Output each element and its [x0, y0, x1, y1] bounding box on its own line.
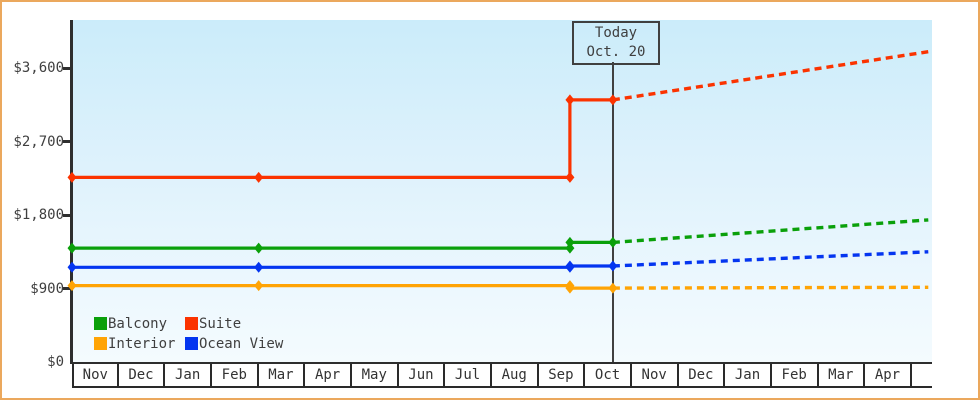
- data-point-marker: [608, 94, 618, 106]
- y-axis-tick-label: $3,600: [13, 60, 64, 76]
- y-axis-line: [70, 20, 73, 364]
- data-point-marker: [565, 282, 575, 294]
- x-axis-month-cell: Jun: [399, 364, 446, 386]
- series-history-line-interior: [72, 284, 613, 290]
- x-axis-month-cell: Jan: [165, 364, 212, 386]
- x-axis-month-row: Nov Dec Jan Feb Mar Apr May Jun Jul Aug Sep Oct Nov D…: [72, 362, 932, 388]
- data-point-marker: [565, 94, 575, 106]
- x-axis-month-cell: Apr: [305, 364, 352, 386]
- y-axis-tick-mark: [63, 66, 71, 70]
- data-point-marker: [254, 242, 264, 254]
- legend-swatch-icon: [185, 337, 198, 350]
- series-forecast-line-ocean-view: [612, 250, 929, 268]
- y-axis-tick-label: $900: [30, 280, 64, 297]
- legend-item-balcony: Balcony: [94, 314, 185, 333]
- series-forecast-line-balcony: [612, 218, 929, 245]
- chart-canvas: [67, 50, 929, 294]
- data-point-marker: [67, 171, 77, 183]
- legend-swatch-icon: [94, 317, 107, 330]
- legend-label: Suite: [199, 315, 242, 332]
- data-point-marker: [608, 236, 618, 248]
- y-axis-tick-mark: [63, 287, 71, 290]
- y-axis-tick-label: $2,700: [13, 133, 64, 150]
- x-axis-month-cell: Feb: [772, 364, 819, 386]
- x-axis-month-cell: Apr: [865, 364, 912, 386]
- series-forecast-line-interior: [612, 285, 929, 290]
- series-history-line-suite: [72, 98, 613, 179]
- data-point-marker: [608, 260, 618, 272]
- y-axis-tick-label: $0: [47, 354, 64, 370]
- data-point-marker: [565, 260, 575, 272]
- legend-swatch-icon: [94, 337, 107, 350]
- x-axis-month-cell: Jul: [445, 364, 492, 386]
- today-flag-line2: Oct. 20: [586, 44, 646, 60]
- data-point-marker: [67, 261, 77, 273]
- series-forecast-line-suite: [612, 50, 929, 102]
- x-axis-month-cell: Nov: [72, 364, 119, 386]
- data-point-marker: [67, 280, 77, 292]
- data-point-marker: [565, 171, 575, 183]
- legend-item-suite: Suite: [185, 314, 283, 333]
- x-axis-month-cell: Feb: [212, 364, 259, 386]
- data-point-marker: [608, 282, 618, 294]
- y-axis-tick-label: $1,800: [13, 207, 64, 223]
- data-point-marker: [565, 242, 575, 254]
- data-point-marker: [565, 236, 575, 248]
- legend-swatch-icon: [185, 317, 198, 330]
- x-axis-filler-cell: [912, 364, 930, 386]
- today-flag: Today Oct. 20: [572, 21, 660, 65]
- x-axis-month-cell: Sep: [539, 364, 586, 386]
- x-axis-month-cell: Mar: [819, 364, 866, 386]
- legend-label: Interior: [108, 335, 176, 352]
- legend-item-ocean-view: Ocean View: [185, 334, 283, 353]
- plot-area: [72, 20, 932, 362]
- today-flag-line1: Today: [594, 25, 638, 41]
- y-axis-tick-mark: [63, 140, 71, 143]
- x-axis-month-cell: Dec: [679, 364, 726, 386]
- today-vertical-line: [612, 62, 614, 362]
- data-point-marker: [254, 171, 264, 183]
- legend-item-interior: Interior: [94, 334, 185, 353]
- legend-label: Ocean View: [199, 335, 284, 352]
- series-history-line-ocean-view: [72, 264, 613, 269]
- data-point-marker: [254, 280, 264, 292]
- x-axis-month-cell: Dec: [119, 364, 166, 386]
- x-axis-month-cell: Nov: [632, 364, 679, 386]
- legend: Balcony Suite Interior Ocean View: [94, 314, 283, 353]
- data-point-marker: [67, 242, 77, 254]
- x-axis-month-cell: Jan: [725, 364, 772, 386]
- series-history-line-balcony: [72, 240, 613, 250]
- y-axis-tick-mark: [63, 213, 71, 217]
- x-axis-month-cell: Aug: [492, 364, 539, 386]
- x-axis-month-cell: Oct: [585, 364, 632, 386]
- x-axis-month-cell: May: [352, 364, 399, 386]
- data-point-marker: [254, 261, 264, 273]
- x-axis-month-cell: Mar: [259, 364, 306, 386]
- legend-label: Balcony: [108, 315, 168, 332]
